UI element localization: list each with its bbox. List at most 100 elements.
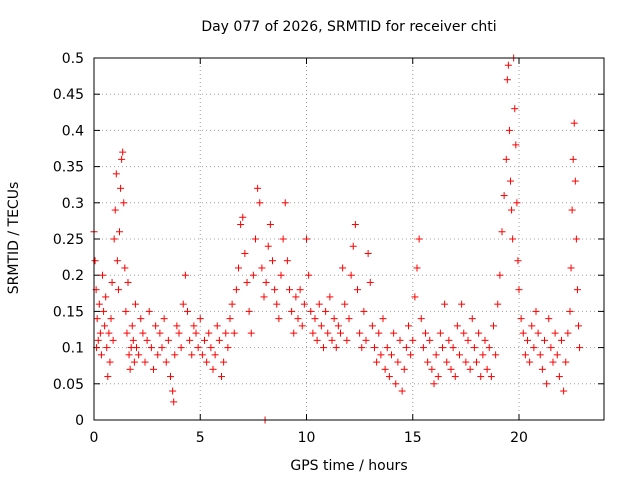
data-point [502,155,510,163]
data-point [375,329,383,337]
data-point [232,286,240,294]
data-point [93,315,101,323]
data-point [445,336,453,344]
data-point [281,199,289,207]
data-point [521,351,529,359]
data-point [436,329,444,337]
data-point [475,329,483,337]
data-point [258,264,266,272]
data-point [549,358,557,366]
data-point [137,315,145,323]
data-point [277,271,285,279]
data-point [96,329,104,337]
data-point [173,322,181,330]
data-point [249,271,257,279]
data-point [292,293,300,301]
data-point [462,358,470,366]
data-point [296,286,304,294]
data-point [390,329,398,337]
data-point [213,322,221,330]
data-point [347,271,355,279]
data-point [133,344,140,352]
data-point [135,351,143,359]
data-point [526,358,534,366]
data-point [283,257,291,265]
data-point [125,351,133,359]
data-point [269,257,276,265]
data-point [532,307,540,315]
data-point [426,336,434,344]
data-point [313,336,321,344]
data-point [322,307,330,315]
data-point [311,315,319,323]
data-point [211,351,219,359]
data-point [303,235,310,243]
data-point [131,300,139,308]
data-point [464,336,472,344]
data-point [505,126,513,134]
data-point [120,199,128,207]
data-point [260,293,268,301]
y-tick-label: 0 [75,413,84,429]
data-point [186,336,194,344]
data-point [239,213,247,221]
data-point [504,61,512,69]
data-point [196,315,204,323]
data-point [568,206,576,214]
data-point [479,351,487,359]
data-point [524,336,531,344]
y-tick-label: 0.3 [62,196,84,212]
data-point [114,286,122,294]
data-point [118,155,126,163]
data-point [300,300,308,308]
data-point [116,228,123,236]
data-point [315,300,323,308]
data-point [256,199,264,207]
data-point [362,336,370,344]
data-point [103,344,111,352]
data-point [326,293,334,301]
data-point [101,322,109,330]
data-point [266,221,274,229]
data-point [324,329,332,337]
data-point [264,242,272,250]
data-point [215,336,223,344]
data-point [218,373,225,381]
y-tick-label: 0.4 [62,123,84,139]
data-point [513,199,521,207]
data-point [485,344,493,352]
data-point [351,221,359,229]
y-tick-label: 0.35 [53,160,84,176]
data-point [509,235,517,243]
y-tick-label: 0.05 [53,377,84,393]
data-point [451,373,459,381]
data-point [349,242,357,250]
data-point [536,351,544,359]
data-point [226,315,234,323]
data-point [417,315,425,323]
data-point [181,271,189,279]
data-point [492,351,500,359]
data-point [456,351,463,359]
data-point [398,387,406,395]
data-point [458,300,466,308]
data-point [575,322,582,330]
data-point [95,300,103,308]
data-point [447,365,455,373]
data-point [345,315,353,323]
data-point [487,373,495,381]
data-point [209,365,217,373]
data-point [571,177,579,185]
data-point [430,380,438,388]
data-point [288,307,296,315]
data-point [354,286,361,294]
data-point [273,300,281,308]
data-point [551,329,559,337]
data-point [547,344,555,352]
data-point [443,358,451,366]
data-point [555,373,563,381]
data-point [171,351,179,359]
data-point [494,300,502,308]
data-point [573,286,581,294]
